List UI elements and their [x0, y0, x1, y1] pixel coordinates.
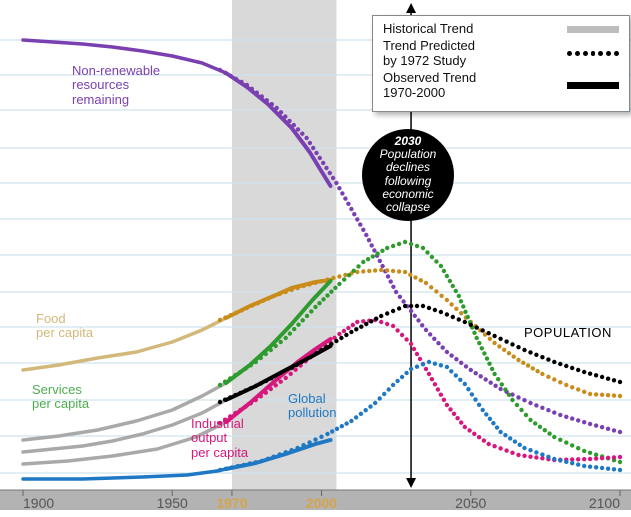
- series-label: POPULATION: [524, 326, 612, 340]
- legend-swatch: [567, 50, 619, 58]
- x-tick-label: 1970: [216, 495, 247, 511]
- marker-arrowhead: [406, 478, 416, 488]
- legend-label: Historical Trend: [383, 22, 559, 37]
- x-tick-label: 1950: [157, 495, 188, 511]
- pollution-historical: [23, 469, 226, 479]
- series-label: Services per capita: [32, 383, 89, 412]
- series-label: Global pollution: [288, 392, 336, 421]
- legend-label: Trend Predicted by 1972 Study: [383, 39, 559, 69]
- series-label: Food per capita: [36, 312, 93, 341]
- legend-swatch: [567, 82, 619, 89]
- callout-line: economic: [362, 188, 454, 201]
- legend-swatch: [567, 26, 619, 33]
- x-tick-label: 2050: [455, 495, 486, 511]
- callout-line: declines: [362, 161, 454, 174]
- callout-line: following: [362, 175, 454, 188]
- legend-label: Observed Trend 1970-2000: [383, 71, 559, 101]
- legend-item: Observed Trend 1970-2000: [383, 71, 619, 101]
- x-tick-label: 2100: [589, 495, 620, 511]
- callout-line: collapse: [362, 201, 454, 214]
- x-tick-label: 1900: [23, 495, 54, 511]
- marker-arrowhead: [406, 3, 416, 13]
- legend-item: Trend Predicted by 1972 Study: [383, 39, 619, 69]
- legend-item: Historical Trend: [383, 22, 619, 37]
- x-tick-label: 2000: [306, 495, 337, 511]
- legend: Historical Trend Trend Predicted by 1972 …: [372, 15, 630, 112]
- series-label: Non-renewable resources remaining: [72, 64, 160, 107]
- callout-bubble: 2030Populationdeclinesfollowingeconomicc…: [362, 135, 454, 214]
- series-label: Industrial output per capita: [191, 417, 248, 460]
